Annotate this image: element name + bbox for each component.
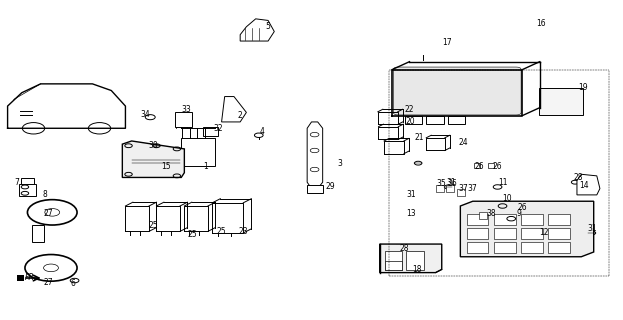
Text: 15: 15 [161,162,171,171]
Text: 7: 7 [14,178,19,187]
Text: 16: 16 [536,19,546,28]
Text: 20: 20 [406,117,416,126]
Bar [181,138,216,166]
Bar [307,185,323,193]
Text: FR.: FR. [25,273,37,282]
Bar [521,214,543,225]
Text: 31: 31 [587,224,597,233]
Bar [408,247,414,255]
Text: 37: 37 [468,184,478,193]
Polygon shape [19,184,36,196]
FancyBboxPatch shape [393,67,521,115]
Text: 3: 3 [337,159,342,168]
Text: 10: 10 [502,194,511,203]
Text: 27: 27 [43,209,53,219]
Text: 8: 8 [42,190,47,199]
Polygon shape [577,174,600,195]
Bar [406,251,424,270]
Text: 24: 24 [459,138,468,147]
Bar [426,116,444,124]
Text: 37: 37 [459,184,468,193]
Text: 27: 27 [43,278,53,287]
Text: 23: 23 [239,227,248,236]
Bar [494,242,516,253]
Bar [175,112,193,127]
Bar [448,116,465,124]
Text: 4: 4 [259,127,264,136]
Text: 25: 25 [217,227,226,236]
Bar [494,228,516,239]
Text: 35: 35 [437,179,447,188]
Polygon shape [122,141,184,178]
Polygon shape [307,122,323,188]
Text: 33: 33 [181,105,191,114]
Bar [521,228,543,239]
Text: 31: 31 [406,190,416,199]
Bar [404,116,422,124]
Bar [467,242,488,253]
Bar [467,214,488,225]
Text: 28: 28 [573,173,583,182]
Text: 5: 5 [265,22,270,31]
Polygon shape [222,97,246,122]
Bar [399,247,405,255]
Bar [521,242,543,253]
Text: 28: 28 [400,244,409,253]
Bar [507,205,513,209]
Text: 11: 11 [498,178,507,187]
Polygon shape [460,201,594,257]
Text: 26: 26 [474,162,484,171]
Text: 6: 6 [70,279,75,288]
Bar [548,214,570,225]
Text: 38: 38 [487,209,496,219]
Bar [384,251,402,270]
Bar [479,212,487,219]
Bar [527,206,533,211]
Polygon shape [240,19,274,41]
Text: 36: 36 [447,179,457,188]
Bar [548,228,570,239]
Text: 9: 9 [517,209,521,219]
Text: 13: 13 [406,209,416,219]
Bar [474,164,480,168]
Text: 30: 30 [148,141,158,150]
Bar [384,260,402,270]
FancyBboxPatch shape [539,88,583,115]
Text: 21: 21 [414,133,424,142]
Text: 19: 19 [578,83,588,92]
Polygon shape [380,244,442,273]
Text: 26: 26 [493,162,502,171]
Bar [17,276,24,281]
Text: 25: 25 [188,230,197,239]
Bar [457,189,465,196]
Text: 22: 22 [405,105,414,114]
Text: 26: 26 [518,203,527,212]
Text: 31: 31 [446,178,456,187]
Text: 2: 2 [238,111,242,120]
Bar [203,127,219,136]
Bar [396,244,421,257]
Bar [21,178,34,184]
Bar [488,164,495,168]
Text: 34: 34 [140,109,150,118]
Bar [32,225,44,243]
Text: 32: 32 [214,124,223,133]
Bar [446,185,454,192]
Text: 18: 18 [412,265,422,274]
Text: 25: 25 [148,220,158,229]
Text: 17: 17 [442,38,452,47]
Bar [467,228,488,239]
Bar [494,214,516,225]
Text: 12: 12 [540,228,549,237]
Text: 1: 1 [204,162,209,171]
Bar [548,242,570,253]
Bar [435,185,444,192]
Text: 29: 29 [325,182,335,191]
Text: 14: 14 [579,181,589,190]
